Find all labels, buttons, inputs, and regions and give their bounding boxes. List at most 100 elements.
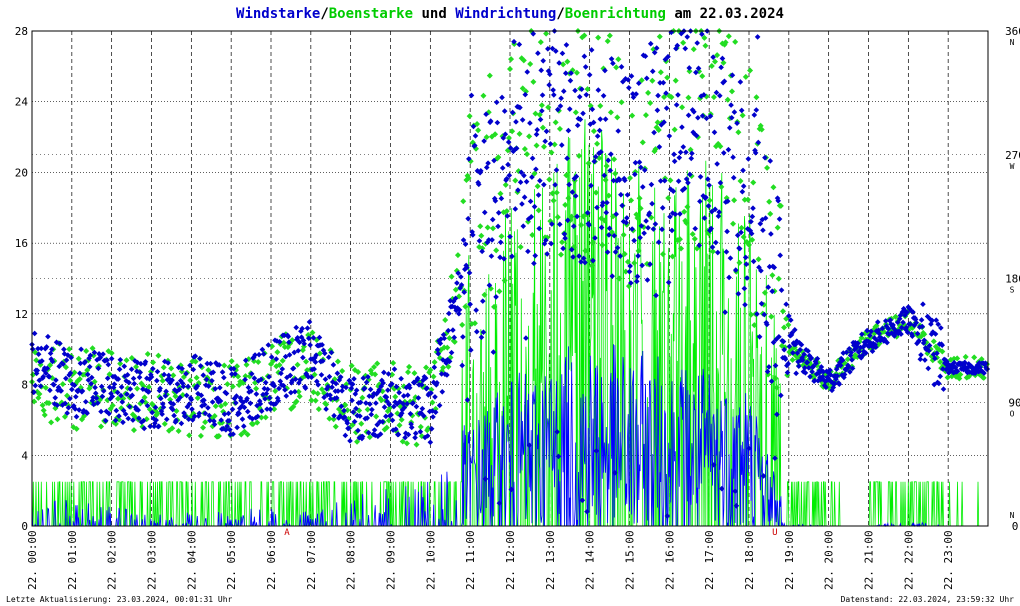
- data-point: [452, 286, 459, 293]
- data-point: [666, 133, 673, 139]
- data-point: [730, 220, 737, 227]
- data-point: [236, 410, 242, 417]
- data-point: [231, 365, 237, 372]
- data-point: [903, 324, 910, 331]
- data-point: [863, 350, 869, 356]
- data-point: [553, 167, 560, 173]
- data-point: [620, 231, 627, 238]
- data-point: [577, 116, 584, 123]
- data-point: [729, 72, 736, 79]
- data-point: [764, 368, 771, 375]
- data-point: [641, 230, 647, 236]
- data-point: [392, 393, 399, 400]
- data-point: [54, 402, 61, 409]
- data-point: [613, 211, 620, 217]
- data-point: [604, 199, 610, 206]
- data-point: [524, 69, 531, 75]
- data-point: [527, 120, 533, 126]
- data-point: [157, 395, 164, 402]
- data-point: [481, 209, 488, 216]
- data-point: [869, 348, 876, 354]
- data-point: [839, 372, 845, 378]
- data-point: [885, 326, 892, 332]
- data-point: [595, 34, 602, 41]
- data-point: [196, 410, 203, 417]
- data-point: [454, 252, 461, 259]
- data-point: [323, 401, 330, 408]
- data-point: [521, 145, 528, 152]
- data-point: [175, 397, 181, 403]
- data-point: [179, 380, 186, 387]
- data-point: [593, 448, 600, 454]
- data-point: [213, 360, 219, 366]
- data-point: [947, 368, 953, 375]
- data-point: [200, 424, 207, 431]
- data-point: [487, 118, 494, 124]
- x-tick-label: 22. 15:00: [624, 530, 637, 590]
- data-point: [485, 160, 491, 166]
- data-point: [341, 407, 347, 414]
- data-point: [598, 149, 604, 155]
- data-point: [712, 58, 719, 65]
- data-point: [374, 360, 381, 367]
- data-point: [554, 214, 561, 221]
- data-point: [437, 340, 444, 347]
- data-point: [499, 94, 505, 101]
- data-point: [604, 38, 611, 45]
- data-point: [661, 119, 667, 125]
- data-point: [434, 346, 441, 353]
- data-point: [423, 364, 430, 371]
- data-point: [198, 392, 205, 399]
- data-point: [718, 64, 724, 71]
- data-point: [440, 331, 447, 338]
- data-point: [465, 174, 472, 181]
- data-point: [566, 106, 573, 112]
- data-point: [521, 172, 527, 179]
- data-point: [98, 423, 105, 430]
- data-point: [301, 340, 307, 347]
- data-point: [591, 158, 598, 165]
- data-point: [827, 372, 834, 378]
- compass-label: N: [1010, 38, 1015, 47]
- data-point: [57, 340, 63, 347]
- data-point: [690, 46, 697, 53]
- data-point: [566, 181, 572, 188]
- data-point: [330, 362, 337, 368]
- data-point: [497, 254, 503, 261]
- data-point: [673, 102, 680, 108]
- data-point: [53, 377, 59, 383]
- data-point: [333, 380, 339, 387]
- data-point: [455, 270, 462, 276]
- data-point: [459, 321, 466, 328]
- data-point: [93, 395, 100, 401]
- data-point: [615, 128, 622, 134]
- data-point: [879, 325, 886, 332]
- data-point: [85, 377, 92, 383]
- data-point: [611, 232, 618, 239]
- data-point: [656, 144, 663, 150]
- x-tick-label: 22. 13:00: [544, 530, 557, 590]
- data-point: [89, 345, 96, 352]
- data-point: [120, 419, 126, 426]
- data-point: [310, 335, 317, 341]
- data-point: [670, 188, 677, 195]
- data-point: [701, 92, 707, 98]
- data-point: [746, 241, 752, 248]
- data-point: [876, 330, 882, 337]
- x-tick-label: 22. 11:00: [464, 530, 477, 590]
- data-point: [405, 431, 412, 438]
- data-point: [66, 346, 73, 353]
- data-point: [137, 369, 144, 376]
- data-point: [314, 378, 320, 385]
- data-point: [898, 324, 905, 331]
- data-point: [827, 367, 833, 373]
- data-point: [753, 94, 760, 101]
- data-point: [653, 292, 659, 299]
- data-point: [398, 375, 404, 382]
- data-point: [714, 52, 721, 59]
- data-point: [939, 348, 946, 355]
- data-point: [294, 361, 301, 368]
- data-point: [731, 109, 738, 115]
- data-point: [157, 385, 163, 392]
- data-point: [595, 87, 602, 93]
